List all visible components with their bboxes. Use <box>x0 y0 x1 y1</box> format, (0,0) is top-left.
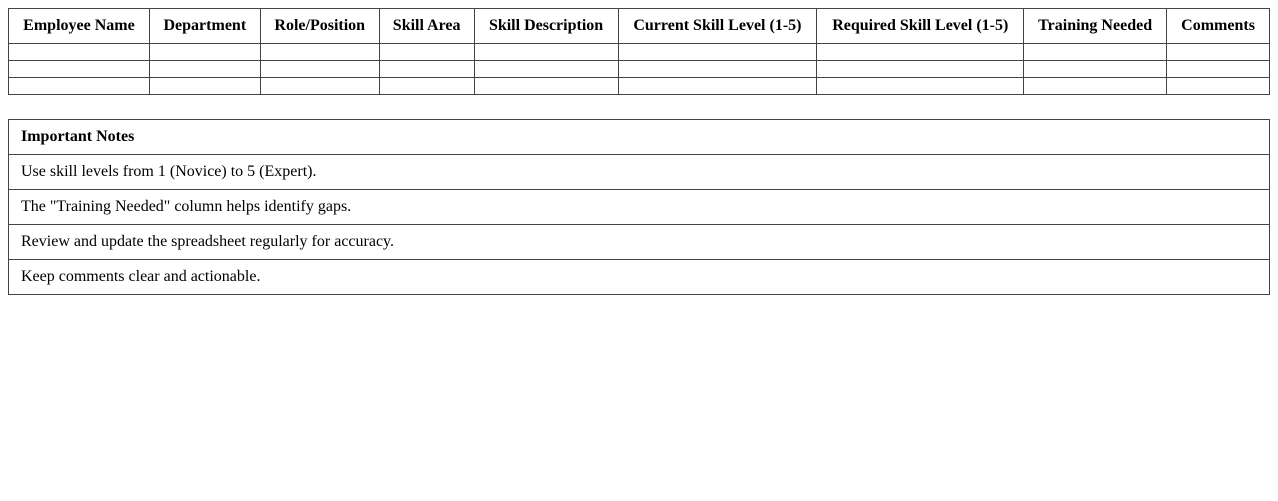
important-notes-table: Important Notes Use skill levels from 1 … <box>8 119 1270 295</box>
table-cell[interactable] <box>1023 60 1168 78</box>
header-required-skill-level: Required Skill Level (1-5) <box>816 8 1025 44</box>
table-cell[interactable] <box>617 43 818 61</box>
notes-title: Important Notes <box>8 119 1270 155</box>
table-cell[interactable] <box>148 43 261 61</box>
notes-header-row: Important Notes <box>8 119 1270 155</box>
table-row <box>8 60 1270 78</box>
table-cell[interactable] <box>259 77 380 95</box>
header-row: Employee Name Department Role/Position S… <box>8 8 1270 44</box>
note-row: Review and update the spreadsheet regula… <box>8 224 1270 260</box>
table-cell[interactable] <box>1023 43 1168 61</box>
note-row: The "Training Needed" column helps ident… <box>8 189 1270 225</box>
note-item: The "Training Needed" column helps ident… <box>8 189 1270 225</box>
table-cell[interactable] <box>816 77 1025 95</box>
table-cell[interactable] <box>473 77 619 95</box>
table-cell[interactable] <box>148 60 261 78</box>
table-cell[interactable] <box>617 60 818 78</box>
note-row: Keep comments clear and actionable. <box>8 259 1270 295</box>
table-row <box>8 77 1270 95</box>
table-cell[interactable] <box>1166 43 1270 61</box>
header-skill-description: Skill Description <box>473 8 619 44</box>
table-cell[interactable] <box>617 77 818 95</box>
header-employee-name: Employee Name <box>8 8 150 44</box>
table-cell[interactable] <box>148 77 261 95</box>
note-item: Review and update the spreadsheet regula… <box>8 224 1270 260</box>
note-item: Keep comments clear and actionable. <box>8 259 1270 295</box>
table-cell[interactable] <box>1166 77 1270 95</box>
note-row: Use skill levels from 1 (Novice) to 5 (E… <box>8 154 1270 190</box>
table-cell[interactable] <box>8 60 150 78</box>
note-item: Use skill levels from 1 (Novice) to 5 (E… <box>8 154 1270 190</box>
header-comments: Comments <box>1166 8 1270 44</box>
table-row <box>8 43 1270 61</box>
table-cell[interactable] <box>8 77 150 95</box>
table-cell[interactable] <box>378 60 475 78</box>
table-cell[interactable] <box>816 60 1025 78</box>
skills-table: Employee Name Department Role/Position S… <box>8 8 1270 95</box>
header-training-needed: Training Needed <box>1023 8 1168 44</box>
table-cell[interactable] <box>259 43 380 61</box>
table-cell[interactable] <box>259 60 380 78</box>
header-current-skill-level: Current Skill Level (1-5) <box>617 8 818 44</box>
table-cell[interactable] <box>1166 60 1270 78</box>
table-cell[interactable] <box>473 60 619 78</box>
header-department: Department <box>148 8 261 44</box>
table-cell[interactable] <box>378 43 475 61</box>
table-cell[interactable] <box>378 77 475 95</box>
table-cell[interactable] <box>8 43 150 61</box>
table-cell[interactable] <box>816 43 1025 61</box>
header-role-position: Role/Position <box>259 8 380 44</box>
table-cell[interactable] <box>1023 77 1168 95</box>
header-skill-area: Skill Area <box>378 8 475 44</box>
table-cell[interactable] <box>473 43 619 61</box>
